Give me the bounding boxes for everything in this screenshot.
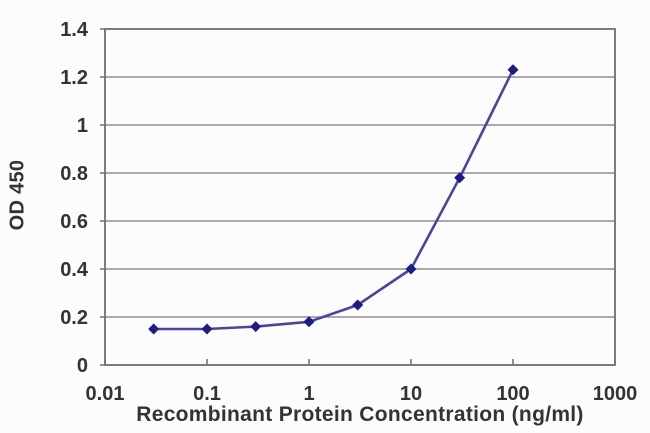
plot-frame-layer <box>104 28 616 366</box>
data-point-marker <box>250 321 262 333</box>
x-tick-label: 0.01 <box>86 383 125 405</box>
axis-ticks-layer <box>100 28 616 366</box>
series-line <box>152 68 515 331</box>
y-tick-label: 1.2 <box>60 67 88 89</box>
data-point-marker <box>148 323 160 335</box>
y-tick-label: 1 <box>77 115 88 137</box>
x-tick-label: 100 <box>496 383 529 405</box>
data-point-marker <box>201 323 213 335</box>
data-point-marker <box>405 263 417 275</box>
y-tick-label: 1.4 <box>60 19 89 41</box>
x-axis-title: Recombinant Protein Concentration (ng/ml… <box>136 403 584 426</box>
y-tick-label: 0.8 <box>60 163 88 185</box>
x-tick-label: 0.1 <box>193 383 221 405</box>
y-tick-label: 0.6 <box>60 211 88 233</box>
data-point-marker <box>352 299 364 311</box>
tick-labels-layer: 0 0.2 0.4 0.6 0.8 1 1.2 1.4 0.01 0.1 1 10 100 1000 <box>60 19 637 405</box>
y-tick-label: 0 <box>77 355 88 377</box>
data-point-marker <box>454 172 466 184</box>
x-tick-label: 1 <box>303 383 314 405</box>
data-series-layer <box>148 64 519 335</box>
plot-border <box>104 28 616 366</box>
x-tick-label: 10 <box>400 383 422 405</box>
gridlines-layer <box>105 76 615 318</box>
y-tick-label: 0.4 <box>60 259 89 281</box>
data-point-marker <box>507 64 519 76</box>
x-tick-label: 1000 <box>593 383 638 405</box>
y-axis-title: OD 450 <box>6 159 29 231</box>
data-point-marker <box>303 316 315 328</box>
y-tick-label: 0.2 <box>60 307 88 329</box>
